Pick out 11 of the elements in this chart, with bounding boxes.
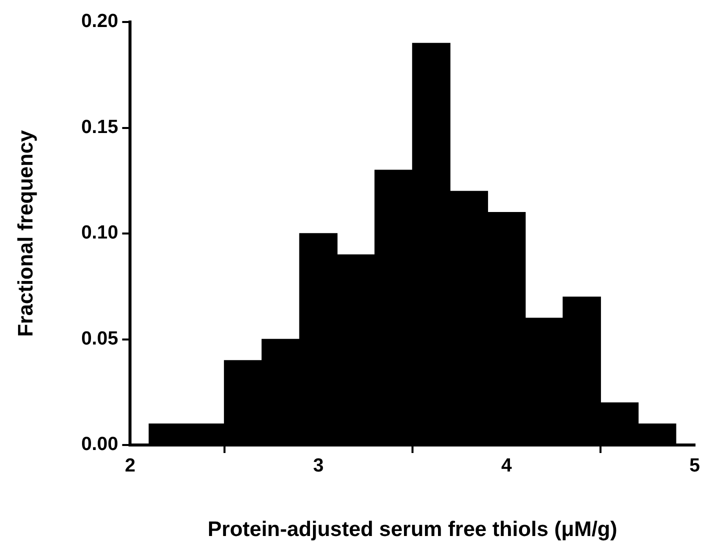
- x-axis-title: Protein-adjusted serum free thiols (μM/g): [208, 518, 618, 542]
- y-tick-label: 0.20: [81, 11, 118, 32]
- y-tick-label: 0.15: [81, 116, 119, 138]
- y-tick-label: 0.05: [81, 328, 119, 350]
- x-tick-label: 5: [689, 456, 700, 477]
- x-tick-label: 4: [501, 456, 512, 477]
- y-axis-title: Fractional frequency: [14, 130, 38, 337]
- y-tick-label: 0.10: [81, 222, 118, 244]
- x-tick-label: 2: [124, 456, 136, 477]
- y-tick-label: 0.00: [81, 434, 118, 456]
- x-tick-label: 3: [313, 456, 324, 477]
